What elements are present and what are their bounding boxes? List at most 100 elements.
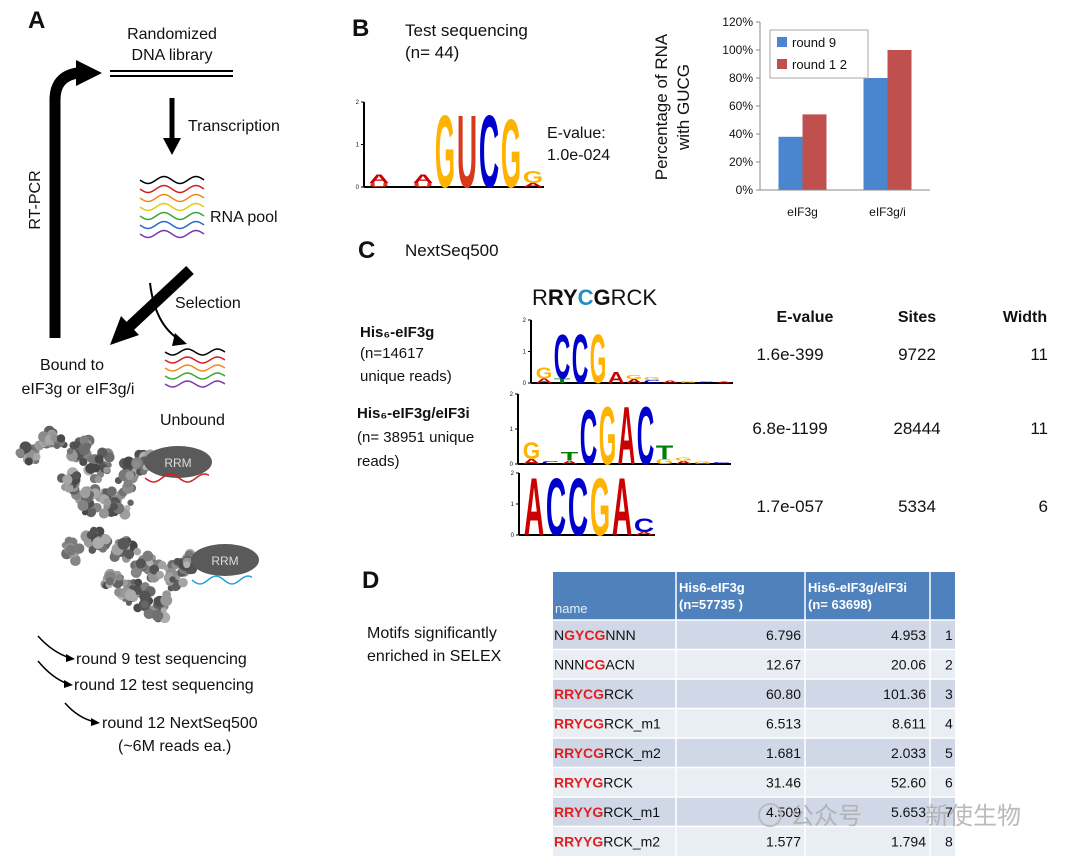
- index-cell: 3: [945, 686, 953, 702]
- name-cell: NNNCGACN: [554, 656, 635, 672]
- protein-atom: [72, 441, 80, 449]
- name-part: RCK: [603, 774, 633, 790]
- protein-atom: [183, 561, 191, 569]
- legend-label: round 1 2: [792, 57, 847, 72]
- protein-atom: [72, 472, 81, 480]
- logo-letter: C: [572, 321, 589, 399]
- protein-atom: [105, 577, 114, 586]
- logo-letter: G: [501, 100, 521, 209]
- watermark: 新使生物: [925, 803, 1021, 830]
- table-row: [553, 738, 955, 768]
- logo-letter: A: [634, 531, 654, 536]
- logo-letter: G: [536, 364, 553, 381]
- name-cell: RRYYGRCK_m2: [554, 833, 660, 849]
- protein-atom: [143, 608, 155, 619]
- logo-tick-label: 2: [523, 318, 527, 324]
- y-axis-title: Percentage of RNA: [652, 33, 671, 180]
- logo-letter: C: [698, 381, 715, 383]
- logo-tick-label: 0: [510, 462, 514, 468]
- value-cell: 8.611: [892, 715, 926, 731]
- name-part: RCK_m1: [603, 804, 660, 820]
- name-part: RCK: [604, 686, 634, 702]
- index-cell: 4: [945, 715, 953, 731]
- protein-atom: [139, 590, 151, 602]
- value-cell: 20.06: [891, 656, 926, 672]
- rna-strand: [164, 356, 226, 364]
- protein-atom: [127, 499, 134, 506]
- name-part: NNN: [554, 656, 584, 672]
- name-part: RRYCG: [554, 715, 604, 731]
- table-row: [553, 620, 955, 650]
- y-tick-label: 0%: [736, 183, 754, 197]
- protein-atom: [100, 534, 111, 545]
- protein-atom: [123, 478, 133, 488]
- evalue: 1.6e-399: [756, 345, 823, 364]
- round-label: round 12 test sequencing: [74, 677, 254, 694]
- rrm-domain: [191, 544, 259, 576]
- bound-label: Bound to: [40, 357, 104, 374]
- protein-atom: [169, 576, 176, 583]
- logo-letter: G: [680, 381, 697, 384]
- name-part: RRYCG: [554, 686, 604, 702]
- bar: [802, 114, 827, 190]
- value-cell: 5.653: [891, 804, 926, 820]
- protein-atom: [94, 475, 103, 484]
- bound-rna: [144, 473, 210, 483]
- logo-letter: G: [644, 376, 661, 381]
- logo-letter: C: [713, 461, 731, 464]
- protein-atom: [79, 487, 91, 499]
- column-header: Width: [1003, 309, 1047, 326]
- protein-atom: [65, 544, 77, 556]
- logo-letter: G: [656, 457, 673, 465]
- arrow-head: [91, 718, 100, 726]
- protein-atom: [151, 609, 164, 622]
- logo-tick-label: 0: [523, 381, 527, 387]
- protein-atom: [116, 574, 123, 581]
- logo-letter: T: [554, 377, 571, 384]
- protein-atom: [79, 438, 87, 445]
- evalue: 6.8e-1199: [752, 419, 827, 438]
- protein-atom: [134, 578, 143, 587]
- protein-atom: [78, 443, 90, 456]
- panel-label: D: [362, 567, 379, 594]
- logo-letter: G: [590, 319, 607, 397]
- watermark-icon: [758, 803, 782, 827]
- protein-atom: [153, 596, 162, 606]
- name-cell: RRYCGRCK_m1: [554, 715, 661, 731]
- table-row: [553, 679, 955, 709]
- protein-atom: [53, 442, 61, 450]
- value-cell: 101.36: [883, 686, 926, 702]
- name-part: RCK_m1: [604, 715, 661, 731]
- value-cell: 6.796: [766, 627, 801, 643]
- protein-atom: [98, 508, 110, 519]
- name-cell: NGYCGNNN: [554, 627, 636, 643]
- name-part: ACN: [605, 656, 635, 672]
- logo-tick-label: 1: [511, 502, 515, 508]
- evalue-value: 1.0e-024: [547, 147, 610, 164]
- consensus-part: R: [532, 285, 548, 310]
- consensus-part: G: [594, 285, 611, 310]
- name-part: NNN: [605, 627, 635, 643]
- rna-strand: [139, 202, 205, 212]
- watermark: 公众号: [790, 803, 862, 830]
- index-cell: 8: [945, 833, 953, 849]
- index-cell: 5: [945, 745, 953, 761]
- bar: [863, 78, 888, 190]
- legend-box: [769, 29, 869, 79]
- logo-letter: C: [634, 515, 654, 537]
- y-tick-label: 100%: [722, 43, 753, 57]
- name-part: RRYYG: [554, 804, 603, 820]
- y-tick-label: 60%: [729, 99, 753, 113]
- protein-atom: [160, 607, 167, 614]
- consensus-part: C: [578, 285, 594, 310]
- protein-atom: [149, 564, 160, 575]
- value-cell: 60.80: [766, 686, 801, 702]
- protein-atom: [62, 474, 73, 485]
- protein-atom: [64, 483, 74, 493]
- logo-tick-label: 2: [356, 100, 360, 106]
- name-part: RRYYG: [554, 774, 603, 790]
- protein-atom: [178, 577, 188, 588]
- rna-strand: [139, 184, 205, 194]
- header-cell: name: [555, 601, 588, 616]
- logo-letter: A: [626, 378, 643, 384]
